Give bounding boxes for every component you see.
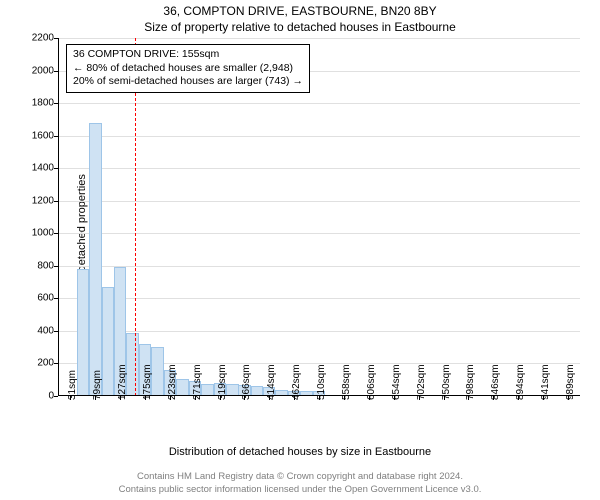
x-tick-label: 941sqm bbox=[540, 364, 551, 400]
x-tick-label: 31sqm bbox=[67, 370, 78, 400]
x-tick-label: 366sqm bbox=[241, 364, 252, 400]
chart-subtitle: Size of property relative to detached ho… bbox=[0, 20, 600, 34]
x-tick-label: 319sqm bbox=[217, 364, 228, 400]
x-tick-label: 558sqm bbox=[341, 364, 352, 400]
annotation-line: 20% of semi-detached houses are larger (… bbox=[73, 75, 303, 89]
chart-title: 36, COMPTON DRIVE, EASTBOURNE, BN20 8BY bbox=[0, 4, 600, 18]
x-tick-label: 750sqm bbox=[441, 364, 452, 400]
x-tick-label: 127sqm bbox=[117, 364, 128, 400]
x-tick-label: 798sqm bbox=[465, 364, 476, 400]
footer-line-1: Contains HM Land Registry data © Crown c… bbox=[0, 471, 600, 482]
annotation-line: 36 COMPTON DRIVE: 155sqm bbox=[73, 48, 303, 62]
x-tick-label: 606sqm bbox=[366, 364, 377, 400]
x-tick-label: 510sqm bbox=[316, 364, 327, 400]
x-tick-label: 414sqm bbox=[266, 364, 277, 400]
x-tick-label: 846sqm bbox=[490, 364, 501, 400]
y-tick-mark bbox=[54, 396, 58, 397]
x-tick-label: 654sqm bbox=[391, 364, 402, 400]
x-tick-label: 223sqm bbox=[167, 364, 178, 400]
x-tick-label: 271sqm bbox=[192, 364, 203, 400]
annotation-box: 36 COMPTON DRIVE: 155sqm← 80% of detache… bbox=[66, 44, 310, 93]
x-tick-label: 989sqm bbox=[565, 364, 576, 400]
x-tick-label: 702sqm bbox=[416, 364, 427, 400]
chart-container: 36, COMPTON DRIVE, EASTBOURNE, BN20 8BY … bbox=[0, 0, 600, 500]
plot-area: 0200400600800100012001400160018002000220… bbox=[58, 38, 580, 396]
x-axis-label: Distribution of detached houses by size … bbox=[0, 446, 600, 458]
x-tick-label: 894sqm bbox=[515, 364, 526, 400]
footer-line-2: Contains public sector information licen… bbox=[0, 484, 600, 495]
annotation-line: ← 80% of detached houses are smaller (2,… bbox=[73, 62, 303, 76]
x-tick-label: 175sqm bbox=[142, 364, 153, 400]
x-tick-label: 79sqm bbox=[92, 370, 103, 400]
x-tick-label: 462sqm bbox=[291, 364, 302, 400]
